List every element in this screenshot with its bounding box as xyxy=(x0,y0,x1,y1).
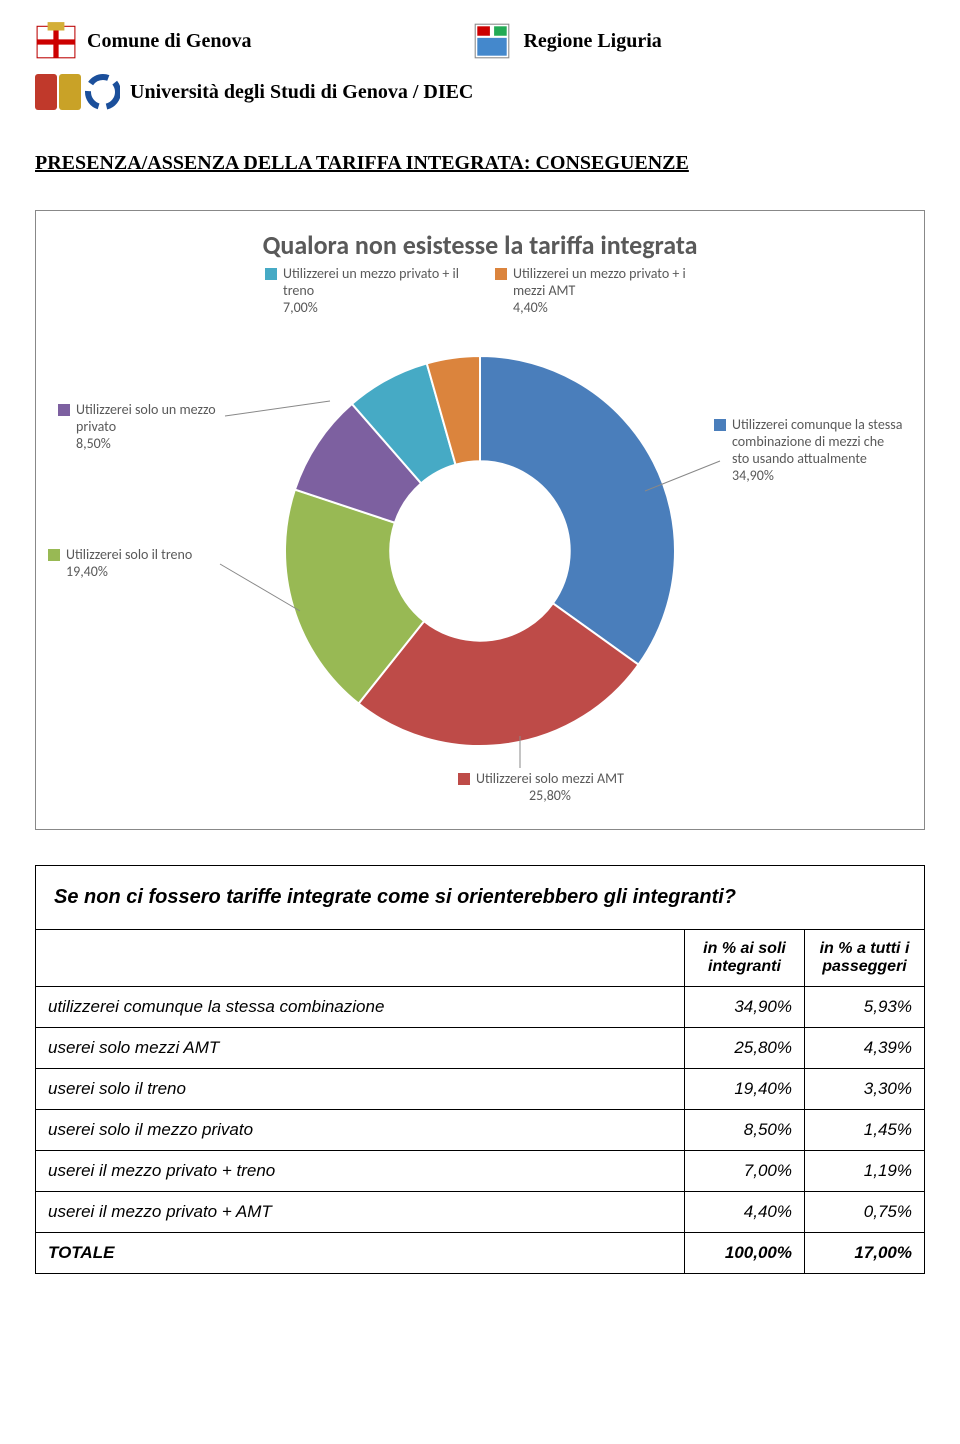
swatch-icon xyxy=(58,404,70,416)
row-label: utilizzerei comunque la stessa combinazi… xyxy=(36,987,685,1028)
university-logo-icon xyxy=(35,72,120,112)
row-label: userei il mezzo privato + treno xyxy=(36,1151,685,1192)
swatch-icon xyxy=(48,549,60,561)
row-v2: 5,93% xyxy=(805,987,925,1028)
callout-text: Utilizzerei solo il treno19,40% xyxy=(66,546,192,580)
row-v1: 25,80% xyxy=(685,1028,805,1069)
data-table: Se non ci fossero tariffe integrate come… xyxy=(35,865,925,1274)
regione-label: Regione Liguria xyxy=(523,30,661,53)
callout-text: Utilizzerei solo un mezzo privato8,50% xyxy=(76,401,228,452)
swatch-icon xyxy=(495,268,507,280)
table-row: userei solo mezzi AMT25,80%4,39% xyxy=(36,1028,925,1069)
row-v2: 1,45% xyxy=(805,1110,925,1151)
callout-solo-amt: Utilizzerei solo mezzi AMT25,80% xyxy=(458,770,624,804)
chart-container: Qualora non esistesse la tariffa integra… xyxy=(35,210,925,830)
swatch-icon xyxy=(714,419,726,431)
table-row: userei il mezzo privato + treno7,00%1,19… xyxy=(36,1151,925,1192)
table-row: userei solo il mezzo privato8,50%1,45% xyxy=(36,1110,925,1151)
total-row: TOTALE 100,00% 17,00% xyxy=(36,1233,925,1274)
row-label: userei il mezzo privato + AMT xyxy=(36,1192,685,1233)
header-row: in % ai soli integranti in % a tutti i p… xyxy=(36,930,925,987)
university-label: Università degli Studi di Genova / DIEC xyxy=(130,81,473,104)
row-v2: 1,19% xyxy=(805,1151,925,1192)
row-v1: 19,40% xyxy=(685,1069,805,1110)
callout-solo-privato: Utilizzerei solo un mezzo privato8,50% xyxy=(58,401,228,452)
row-v1: 4,40% xyxy=(685,1192,805,1233)
col2-header: in % a tutti i passeggeri xyxy=(805,930,925,987)
total-label: TOTALE xyxy=(36,1233,685,1274)
header-top-row: Comune di Genova Regione Liguria xyxy=(35,20,925,62)
comune-label: Comune di Genova xyxy=(87,30,251,53)
table-row: utilizzerei comunque la stessa combinazi… xyxy=(36,987,925,1028)
legend-text: Utilizzerei un mezzo privato + i mezzi A… xyxy=(513,265,695,316)
total-v2: 17,00% xyxy=(805,1233,925,1274)
callout-solo-treno: Utilizzerei solo il treno19,40% xyxy=(48,546,192,580)
total-v1: 100,00% xyxy=(685,1233,805,1274)
chart-legend-top: Utilizzerei un mezzo privato + il treno7… xyxy=(48,265,912,316)
callout-text: Utilizzerei solo mezzi AMT25,80% xyxy=(476,770,624,804)
table-row: userei solo il treno19,40%3,30% xyxy=(36,1069,925,1110)
row-v1: 7,00% xyxy=(685,1151,805,1192)
swatch-icon xyxy=(265,268,277,280)
legend-item-privato-amt: Utilizzerei un mezzo privato + i mezzi A… xyxy=(495,265,695,316)
leader-line xyxy=(225,401,330,416)
liguria-logo-icon xyxy=(471,20,513,62)
col1-header: in % ai soli integranti xyxy=(685,930,805,987)
row-label: userei solo il mezzo privato xyxy=(36,1110,685,1151)
legend-text: Utilizzerei un mezzo privato + il treno7… xyxy=(283,265,465,316)
row-label: userei solo mezzi AMT xyxy=(36,1028,685,1069)
empty-header xyxy=(36,930,685,987)
question-row: Se non ci fossero tariffe integrate come… xyxy=(36,866,925,930)
row-v2: 0,75% xyxy=(805,1192,925,1233)
row-v2: 3,30% xyxy=(805,1069,925,1110)
header-sub-row: Università degli Studi di Genova / DIEC xyxy=(35,72,925,112)
section-title: PRESENZA/ASSENZA DELLA TARIFFA INTEGRATA… xyxy=(35,152,925,175)
legend-item-privato-treno: Utilizzerei un mezzo privato + il treno7… xyxy=(265,265,465,316)
genova-logo-icon xyxy=(35,20,77,62)
row-v1: 34,90% xyxy=(685,987,805,1028)
donut-slice xyxy=(480,356,675,665)
question-cell: Se non ci fossero tariffe integrate come… xyxy=(36,866,925,930)
table-row: userei il mezzo privato + AMT4,40%0,75% xyxy=(36,1192,925,1233)
chart-title: Qualora non esistesse la tariffa integra… xyxy=(48,229,912,261)
row-v1: 8,50% xyxy=(685,1110,805,1151)
callout-text: Utilizzerei comunque la stessa combinazi… xyxy=(732,416,904,484)
row-v2: 4,39% xyxy=(805,1028,925,1069)
donut-wrap: Utilizzerei solo un mezzo privato8,50% U… xyxy=(48,316,912,796)
swatch-icon xyxy=(458,773,470,785)
callout-stessa-combinazione: Utilizzerei comunque la stessa combinazi… xyxy=(714,416,904,484)
row-label: userei solo il treno xyxy=(36,1069,685,1110)
